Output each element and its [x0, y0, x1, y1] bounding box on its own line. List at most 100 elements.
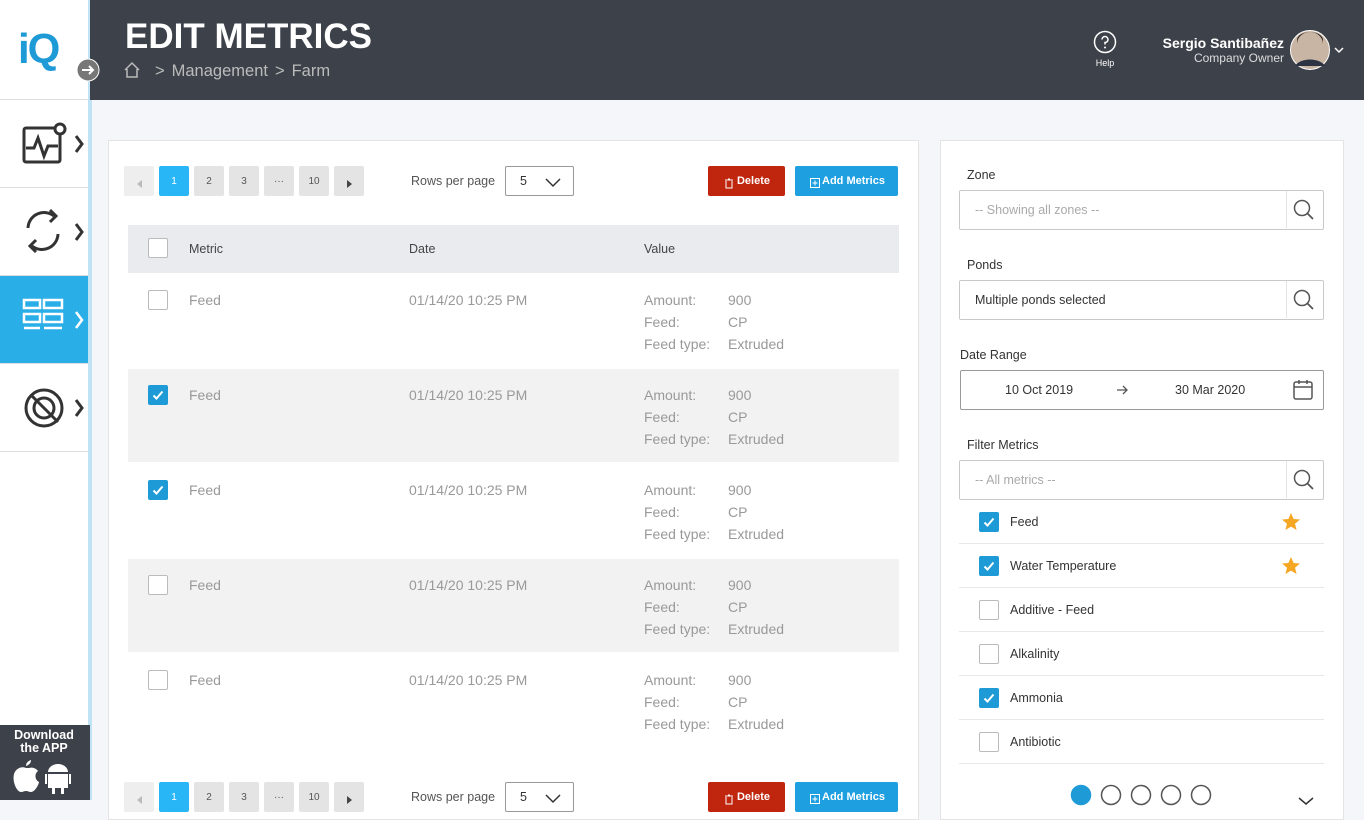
prev-arrow-svg [137, 180, 142, 188]
rows-per-page-select[interactable] [505, 166, 574, 196]
search-divider [1286, 191, 1287, 228]
value-text: Extruded [728, 716, 785, 732]
value-text: CP [728, 409, 748, 425]
search-divider [1286, 461, 1287, 498]
help-icon[interactable] [1093, 30, 1117, 54]
download-box[interactable] [0, 725, 90, 800]
pager-dot-svg [1100, 784, 1122, 806]
value-text: 900 [728, 672, 752, 688]
search-icon-svg [1293, 469, 1314, 490]
rows-per-page-select[interactable] [505, 782, 574, 812]
option-divider [959, 631, 1324, 632]
next-arrow-svg [347, 180, 352, 188]
breadcrumb-item[interactable]: Management [171, 62, 268, 80]
header [90, 0, 1364, 100]
select-chevron-svg [545, 178, 561, 188]
rows-per-page-label: Rows per page [411, 174, 496, 188]
page-button[interactable]: 1 [159, 782, 189, 812]
metric-date: 01/14/20 10:25 PM [409, 387, 528, 403]
row-checkbox[interactable] [148, 290, 168, 310]
search-divider [1286, 281, 1287, 318]
metric-option: Water Temperature [1010, 559, 1117, 573]
page-button[interactable]: 10 [299, 782, 329, 812]
value-label: Feed: [644, 504, 680, 520]
value-text: 900 [728, 292, 752, 308]
search-icon [1293, 469, 1315, 496]
add-button[interactable]: Add Metrics [795, 166, 898, 196]
page-button[interactable]: ··· [264, 782, 294, 812]
page-title: EDIT METRICS [125, 17, 372, 56]
zone-input[interactable] [959, 190, 1324, 230]
value-text: 900 [728, 577, 752, 593]
value-label: Feed type: [644, 431, 711, 447]
add-icon [810, 792, 821, 810]
home-icon[interactable] [123, 61, 141, 79]
page-button[interactable]: 3 [229, 166, 259, 196]
value-text: CP [728, 314, 748, 330]
avatar[interactable] [1289, 30, 1349, 72]
delete-button[interactable]: Delete [708, 166, 785, 196]
page-button[interactable]: ··· [264, 166, 294, 196]
date-range-label: Date Range [960, 348, 1027, 362]
metrics-input[interactable] [959, 460, 1324, 500]
pager-dot [1070, 784, 1092, 811]
prev-page[interactable] [124, 166, 154, 196]
row-checkbox[interactable] [148, 670, 168, 690]
check-mark [983, 517, 995, 527]
option-divider [959, 763, 1324, 764]
ponds-input[interactable] [959, 280, 1324, 320]
table-header [128, 225, 899, 273]
next-page[interactable] [334, 166, 364, 196]
column-header: Metric [189, 242, 224, 256]
row-checkbox[interactable] [148, 385, 168, 405]
page-button[interactable]: 3 [229, 782, 259, 812]
value-label: Amount: [644, 292, 697, 308]
check-mark [152, 485, 164, 495]
help-label: Help [1095, 58, 1115, 68]
sidebar-edge [88, 0, 92, 800]
collapse-button[interactable] [76, 58, 100, 82]
star-icon [1281, 512, 1301, 537]
breadcrumb-item[interactable]: Farm [291, 62, 331, 80]
pager-dot [1190, 784, 1212, 811]
metric-name: Feed [189, 672, 221, 688]
download-text: Download the APP [14, 728, 74, 755]
page-button[interactable]: 1 [159, 166, 189, 196]
page-button[interactable]: 2 [194, 782, 224, 812]
value-label: Feed type: [644, 336, 711, 352]
column-header: Date [409, 242, 436, 256]
nav-icons[interactable] [0, 100, 88, 452]
metric-date: 01/14/20 10:25 PM [409, 292, 528, 308]
page-button[interactable]: 2 [194, 166, 224, 196]
metric-checkbox[interactable] [979, 732, 999, 752]
row-checkbox[interactable] [148, 480, 168, 500]
pager-dot-svg [1070, 784, 1092, 806]
pager-dot [1130, 784, 1152, 811]
ponds-label: Ponds [967, 258, 1003, 272]
value-label: Amount: [644, 672, 697, 688]
option-divider [959, 675, 1324, 676]
trash-icon [724, 792, 734, 810]
metric-date: 01/14/20 10:25 PM [409, 577, 528, 593]
breadcrumb-separator: > [274, 62, 285, 80]
row-checkbox[interactable] [148, 575, 168, 595]
star-icon-svg [1282, 513, 1300, 530]
select-all-checkbox[interactable] [148, 238, 168, 258]
divider [0, 187, 88, 188]
metric-checkbox[interactable] [979, 600, 999, 620]
metric-checkbox[interactable] [979, 644, 999, 664]
value-label: Feed: [644, 599, 680, 615]
search-icon [1293, 199, 1315, 226]
metric-checkbox[interactable] [979, 556, 999, 576]
metric-checkbox[interactable] [979, 512, 999, 532]
value-text: 900 [728, 387, 752, 403]
metric-checkbox[interactable] [979, 688, 999, 708]
delete-button[interactable]: Delete [708, 782, 785, 812]
page-button[interactable]: 10 [299, 166, 329, 196]
metric-name: Feed [189, 387, 221, 403]
date-from: 10 Oct 2019 [1005, 383, 1074, 397]
row-background [128, 369, 899, 462]
metric-option: Antibiotic [1010, 735, 1061, 749]
date-range-input[interactable] [960, 370, 1324, 410]
